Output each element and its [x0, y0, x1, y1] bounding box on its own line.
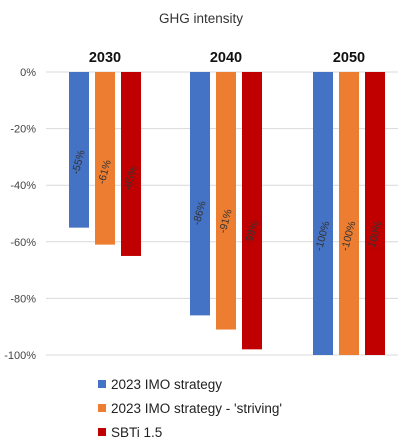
bar-0-1	[190, 72, 210, 316]
bar-1-2	[339, 72, 359, 355]
y-tick-label: 0%	[20, 67, 36, 79]
legend-label-imo-striving: 2023 IMO strategy - 'striving'	[111, 400, 282, 416]
bar-2-2	[365, 72, 385, 355]
legend-swatch-imo-striving	[98, 404, 106, 412]
legend: 2023 IMO strategy 2023 IMO strategy - 's…	[98, 372, 282, 444]
chart-title: GHG intensity	[159, 11, 243, 26]
bar-1-0	[95, 72, 115, 245]
category-label: 2040	[210, 50, 242, 66]
legend-item-imo: 2023 IMO strategy	[98, 372, 282, 396]
category-label: 2030	[89, 50, 121, 66]
legend-swatch-sbti	[98, 428, 106, 436]
legend-swatch-imo	[98, 380, 106, 388]
y-tick-label: -60%	[10, 237, 36, 249]
legend-item-imo-striving: 2023 IMO strategy - 'striving'	[98, 396, 282, 420]
y-tick-label: -40%	[10, 180, 36, 192]
y-tick-label: -20%	[10, 124, 36, 136]
bar-0-0	[69, 72, 89, 228]
legend-label-imo: 2023 IMO strategy	[111, 376, 223, 392]
legend-item-sbti: SBTi 1.5	[98, 420, 282, 444]
bar-2-0	[121, 72, 141, 256]
category-label: 2050	[333, 50, 365, 66]
legend-label-sbti: SBTi 1.5	[111, 424, 163, 440]
bar-2-1	[242, 72, 262, 350]
bar-0-2	[313, 72, 333, 355]
y-tick-label: -80%	[10, 293, 36, 305]
bar-1-1	[216, 72, 236, 330]
y-tick-label: -100%	[4, 350, 36, 362]
